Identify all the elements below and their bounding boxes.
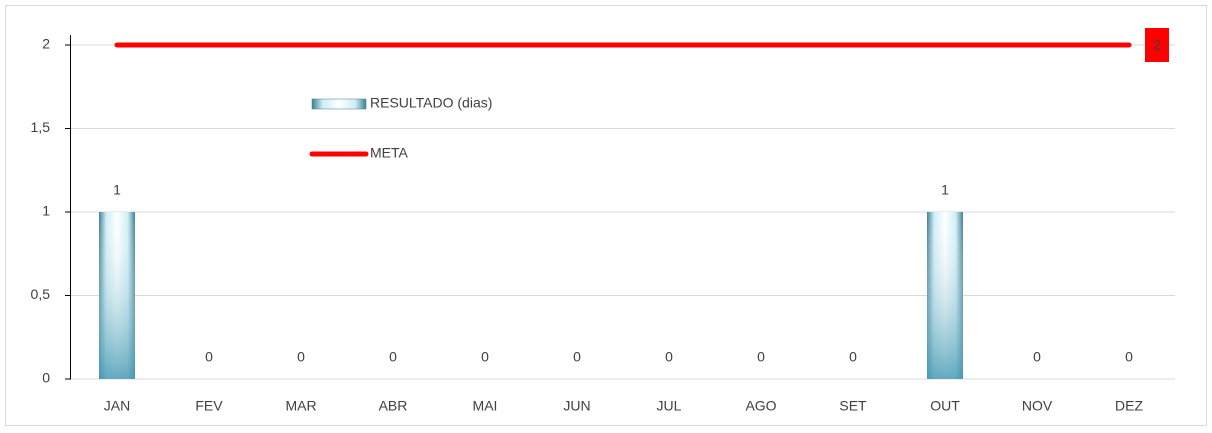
data-label: 0: [849, 349, 857, 365]
data-label: 1: [113, 182, 121, 198]
x-tick-label: NOV: [1022, 398, 1053, 414]
bar-shade: [99, 212, 135, 379]
chart-frame: [5, 5, 1207, 426]
legend-label: META: [370, 145, 409, 161]
x-tick-label: JUN: [563, 398, 590, 414]
legend-swatch: [311, 98, 367, 110]
x-tick-label: MAR: [285, 398, 316, 414]
data-label: 0: [573, 349, 581, 365]
y-tick-label: 1,5: [31, 119, 51, 135]
legend-label: RESULTADO (dias): [370, 95, 492, 111]
data-label: 0: [481, 349, 489, 365]
x-tick-label: AGO: [745, 398, 776, 414]
y-tick-label: 2: [42, 36, 50, 52]
data-label: 0: [665, 349, 673, 365]
data-label: 2: [1153, 37, 1161, 53]
x-tick-label: JAN: [104, 398, 130, 414]
x-tick-label: MAI: [473, 398, 498, 414]
x-tick-label: FEV: [195, 398, 223, 414]
y-tick-label: 0,5: [31, 286, 51, 302]
x-tick-label: JUL: [657, 398, 682, 414]
data-label: 0: [1125, 349, 1133, 365]
bar-shade: [927, 212, 963, 379]
data-label: 0: [389, 349, 397, 365]
y-tick-label: 0: [42, 370, 50, 386]
data-label: 0: [205, 349, 213, 365]
data-label: 0: [1033, 349, 1041, 365]
data-label-box: [1145, 28, 1169, 62]
data-label: 1: [941, 182, 949, 198]
x-tick-label: DEZ: [1115, 398, 1143, 414]
x-tick-label: SET: [839, 398, 867, 414]
x-tick-label: OUT: [930, 398, 960, 414]
x-tick-label: ABR: [379, 398, 408, 414]
data-label: 0: [297, 349, 305, 365]
y-tick-label: 1: [42, 203, 50, 219]
data-label: 0: [757, 349, 765, 365]
